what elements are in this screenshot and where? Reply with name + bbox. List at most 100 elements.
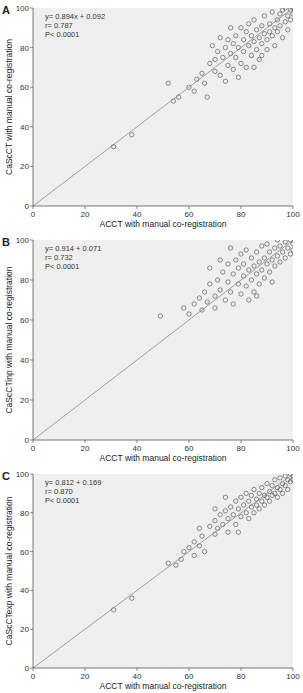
y-tick (30, 440, 33, 441)
point (228, 246, 232, 250)
point (213, 57, 217, 61)
x-tick-label: 80 (237, 210, 246, 219)
y-tick (30, 320, 33, 321)
annotation: r= 0.732 (45, 253, 73, 262)
point (231, 513, 235, 517)
point (247, 298, 251, 302)
point (257, 282, 261, 286)
x-tick-label: 0 (31, 444, 36, 453)
point (249, 53, 253, 57)
point (223, 45, 227, 49)
point (226, 516, 230, 520)
x-tick (33, 668, 34, 671)
point (265, 242, 269, 246)
point (273, 246, 277, 250)
y-axis-title: CaScCTexp with manual co-registration (4, 496, 14, 645)
point (202, 81, 206, 85)
point (218, 288, 222, 292)
point (275, 495, 279, 499)
point (270, 34, 274, 38)
point (244, 511, 248, 515)
point (231, 272, 235, 276)
marks (33, 8, 293, 206)
point (267, 270, 271, 274)
point (270, 483, 274, 487)
x-axis (33, 206, 293, 207)
point (218, 513, 222, 517)
point (241, 37, 245, 41)
point (291, 248, 293, 252)
annotation: r= 0.870 (45, 487, 73, 496)
point (187, 312, 191, 316)
y-tick (30, 280, 33, 281)
point (254, 294, 258, 298)
point (265, 47, 269, 51)
point (254, 28, 258, 32)
point (166, 81, 170, 85)
y-axis (33, 474, 34, 668)
y-tick-label: 60 (20, 83, 29, 92)
point (234, 522, 238, 526)
point (223, 509, 227, 513)
point (228, 26, 232, 30)
point (291, 478, 293, 482)
point (283, 483, 287, 487)
y-tick-label: 80 (20, 44, 29, 53)
y-tick-label: 20 (20, 396, 29, 405)
point (241, 503, 245, 507)
y-tick (30, 47, 33, 48)
point (247, 43, 251, 47)
y-tick (30, 206, 33, 207)
point (239, 26, 243, 30)
panel: 020406080100020406080100AACCT with manua… (2, 4, 300, 229)
point (249, 493, 253, 497)
point (270, 10, 274, 14)
y-tick (30, 8, 33, 9)
y-tick (30, 668, 33, 669)
point (254, 47, 258, 51)
y-tick-label: 100 (16, 236, 30, 245)
point (247, 499, 251, 503)
y-tick-label: 40 (20, 356, 29, 365)
point (236, 507, 240, 511)
reference-line (33, 240, 293, 440)
point (262, 503, 266, 507)
point (231, 41, 235, 45)
point (257, 260, 261, 264)
y-tick-label: 100 (16, 470, 30, 479)
x-tick (241, 206, 242, 209)
x-axis-title: ACCT with manual co-registration (100, 681, 227, 691)
point (213, 507, 217, 511)
point (205, 95, 209, 99)
y-tick (30, 474, 33, 475)
point (252, 18, 256, 22)
y-tick (30, 400, 33, 401)
point (265, 37, 269, 41)
x-axis-title: ACCT with manual co-registration (100, 453, 227, 463)
point (218, 258, 222, 262)
x-tick (33, 440, 34, 443)
point (252, 290, 256, 294)
x-tick-label: 40 (133, 210, 142, 219)
point (236, 266, 240, 270)
y-tick-label: 0 (25, 202, 30, 211)
x-tick (85, 206, 86, 209)
point (280, 36, 284, 40)
point (241, 262, 245, 266)
point (283, 20, 287, 24)
point (286, 14, 290, 18)
point (280, 491, 284, 495)
point (260, 244, 264, 248)
point (252, 511, 256, 515)
point (273, 26, 277, 30)
point (252, 264, 256, 268)
plot-background (33, 8, 293, 206)
x-tick-label: 60 (185, 210, 194, 219)
annotation: P< 0.0001 (45, 496, 79, 505)
x-tick (85, 440, 86, 443)
point (278, 476, 282, 480)
point (234, 258, 238, 262)
panel-label: B (2, 236, 10, 248)
y-tick (30, 551, 33, 552)
point (260, 485, 264, 489)
